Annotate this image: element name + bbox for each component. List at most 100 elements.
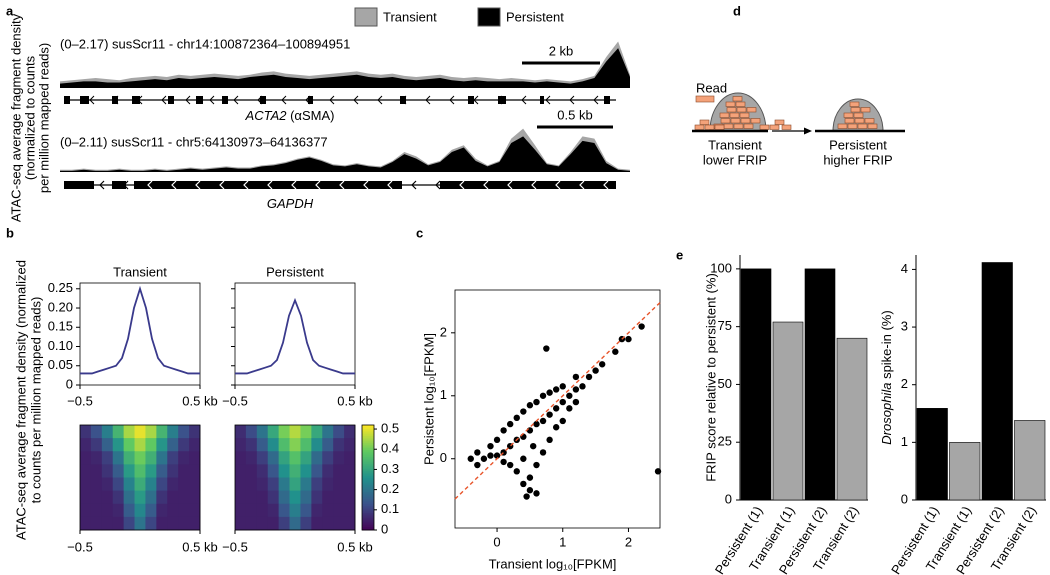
scatter-point [546, 411, 553, 418]
heatmap-cell [134, 503, 146, 518]
heatmap-cell [278, 477, 290, 492]
scatter-point [529, 442, 537, 450]
heatmap-cell [245, 438, 258, 452]
heatmap-cell [156, 451, 168, 465]
gene-strand-arrow [209, 95, 215, 105]
heatmap-cell [289, 451, 301, 465]
heatmap-cell [90, 477, 103, 492]
heatmap-cell [344, 451, 356, 465]
heatmap-cell [322, 464, 334, 478]
read-fragment [743, 123, 754, 129]
heatmap-cell [300, 490, 312, 505]
heatmap-cell [112, 425, 125, 439]
y-axis-label: (normalized to counts [22, 55, 37, 180]
heatmap-cell [156, 464, 168, 478]
plot-frame [79, 424, 201, 531]
heatmap-cell [278, 516, 290, 531]
heatmap-cell [333, 451, 345, 465]
heatmap-cell [235, 451, 247, 465]
y-tick-label: 100 [710, 260, 732, 275]
read-fragment [730, 118, 741, 124]
gene-strand-arrow [99, 180, 105, 190]
heatmap-cell [289, 464, 301, 478]
y-tick-label: 0 [901, 491, 908, 506]
scatter-point [526, 402, 534, 409]
heatmap-cell [289, 516, 301, 531]
y-axis-label: ATAC-seq average fragment density (norma… [13, 260, 28, 540]
colorbar-tick-label: 0.4 [381, 441, 399, 456]
colorbar-segment [362, 437, 374, 440]
heatmap-cell [178, 438, 190, 452]
scatter-point [513, 468, 520, 475]
scatter-point [520, 408, 527, 415]
gene-strand-arrow [329, 95, 335, 105]
read-fragment [860, 107, 871, 113]
read-fragment [746, 107, 757, 113]
heatmap-cell [145, 516, 157, 531]
read-legend-swatch [695, 95, 715, 103]
heatmap-cell [333, 516, 345, 531]
gene-exon [308, 96, 313, 104]
read-fragment [750, 118, 761, 124]
colorbar-segment [362, 472, 374, 475]
heatmap-cell [311, 451, 323, 465]
scatter-point [566, 392, 573, 399]
read-fragment [733, 123, 744, 129]
heatmap-cell [245, 425, 258, 439]
state-label: Persistent [829, 137, 887, 152]
heatmap-cell [189, 425, 201, 439]
colorbar-segment [362, 524, 374, 527]
gene-strand-arrow [363, 180, 369, 190]
heatmap-cell [344, 464, 356, 478]
scatter-point [487, 442, 494, 450]
heatmap-cell [80, 438, 92, 452]
colorbar-segment [362, 444, 374, 447]
heatmap-cell [123, 451, 135, 465]
scatter-point [592, 367, 599, 374]
colorbar-segment [362, 475, 374, 478]
scatter-point [539, 449, 547, 456]
colorbar-segment [362, 498, 374, 501]
read-fragment [864, 118, 875, 124]
heatmap-cell [167, 438, 179, 452]
colorbar-segment [362, 428, 374, 431]
read-fragment [850, 107, 861, 113]
gene-model-gapdh [64, 180, 616, 190]
gene-model-acta2 [64, 95, 616, 105]
heatmap-cell [322, 425, 334, 439]
scatter-point [493, 436, 501, 444]
read-fragment [740, 118, 751, 124]
heatmap-cell [90, 490, 103, 505]
heatmap-cell [90, 464, 103, 478]
x-tick-label: −0.5 [67, 393, 93, 408]
x-tick-label: 0.5 kb [182, 539, 217, 554]
x-tick-label: 0 [493, 534, 500, 549]
scatter-point [520, 480, 527, 488]
panel-label: d [733, 3, 741, 18]
colorbar-segment [362, 458, 374, 461]
colorbar-segment [362, 484, 374, 487]
read-fragment [720, 118, 731, 124]
gene-exon [400, 96, 406, 104]
colorbar-segment [362, 517, 374, 520]
heatmap-cell [256, 516, 269, 531]
gene-strand-arrow [387, 180, 393, 190]
heatmap-cell [267, 477, 280, 492]
scatter-point [572, 386, 580, 393]
legend-swatch [354, 7, 378, 27]
heatmap-cell [322, 503, 334, 518]
colorbar-segment [362, 482, 374, 485]
heatmap-cell [123, 464, 135, 478]
heatmap-cell [156, 438, 168, 452]
gene-exon [540, 96, 544, 104]
gene-strand-arrow [579, 180, 585, 190]
heatmap-cell [80, 464, 92, 478]
y-tick-label: 0.15 [48, 319, 73, 334]
colorbar-segment [362, 446, 374, 449]
heatmap-cell [123, 516, 135, 531]
colorbar-segment [362, 516, 374, 519]
heatmap-cell [344, 477, 356, 492]
gene-exon [112, 96, 118, 104]
colorbar-segment [362, 481, 374, 484]
heatmap-cell [235, 503, 247, 518]
